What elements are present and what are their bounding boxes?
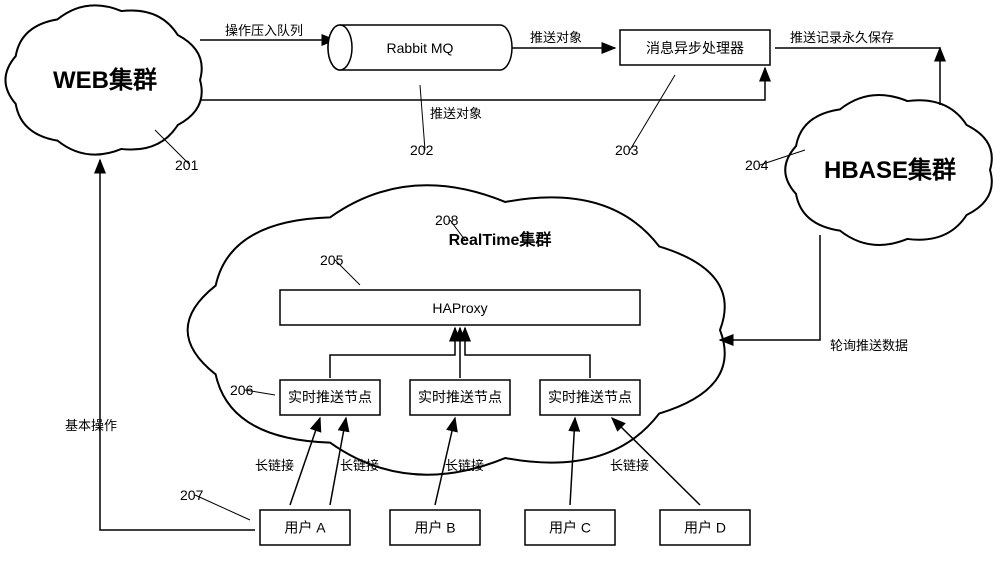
processor-label: 消息异步处理器	[646, 40, 744, 56]
ref-206: 206	[230, 382, 254, 398]
node2-label: 实时推送节点	[418, 389, 502, 405]
ref-205: 205	[320, 252, 344, 268]
edge-label-5: 基本操作	[65, 418, 117, 433]
edge-4	[720, 235, 820, 340]
ref-leader-202	[420, 85, 425, 150]
userC-label: 用户 C	[549, 520, 591, 536]
web-cloud-label: WEB集群	[53, 66, 157, 94]
ref-208: 208	[435, 212, 459, 228]
userA-label: 用户 A	[284, 520, 326, 536]
rabbit-cap	[328, 25, 352, 70]
edge-label-3: 推送记录永久保存	[790, 30, 894, 45]
ref-201: 201	[175, 157, 199, 173]
ref-207: 207	[180, 487, 204, 503]
rabbit-label: Rabbit MQ	[387, 40, 454, 56]
edge-label-4: 轮询推送数据	[830, 338, 908, 353]
node1-label: 实时推送节点	[288, 389, 372, 405]
userB-label: 用户 B	[414, 520, 455, 536]
edge-3	[775, 48, 940, 105]
userD-label: 用户 D	[684, 520, 726, 536]
realtime-cloud-label: RealTime集群	[449, 230, 552, 249]
edge-label-9: 长链接	[610, 458, 649, 473]
haproxy-label: HAProxy	[432, 300, 487, 316]
edge-label-2: 推送对象	[430, 106, 482, 121]
edge-label-6: 长链接	[255, 458, 294, 473]
edge-label-0: 操作压入队列	[225, 23, 303, 38]
ref-leader-203	[630, 75, 675, 150]
edge-2	[200, 68, 765, 100]
edge-label-8: 长链接	[445, 458, 484, 473]
edge-label-1: 推送对象	[530, 30, 582, 45]
node3-label: 实时推送节点	[548, 389, 632, 405]
edge-label-7: 长链接	[340, 458, 379, 473]
ref-204: 204	[745, 157, 769, 173]
ref-202: 202	[410, 142, 434, 158]
ref-203: 203	[615, 142, 639, 158]
hbase-cloud-label: HBASE集群	[824, 156, 956, 184]
